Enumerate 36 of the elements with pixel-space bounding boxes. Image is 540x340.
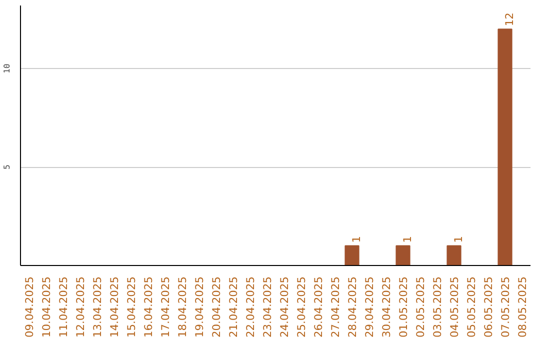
x-tick-label: 20.04.2025 — [210, 276, 223, 338]
x-tick-label: 11.04.2025 — [57, 276, 70, 338]
x-tick-label: 29.04.2025 — [363, 276, 376, 338]
data-label: 12 — [503, 12, 516, 26]
x-tick-label: 01.05.2025 — [397, 276, 410, 338]
x-tick-label: 10.04.2025 — [40, 276, 53, 338]
x-tick-label: 21.04.2025 — [227, 276, 240, 338]
x-tick-label: 17.04.2025 — [159, 276, 172, 338]
x-tick-label: 22.04.2025 — [244, 276, 257, 338]
x-tick-label: 24.04.2025 — [278, 276, 291, 338]
x-tick-label: 15.04.2025 — [125, 276, 138, 338]
y-tick-label: 5 — [2, 164, 12, 170]
x-tick-label: 25.04.2025 — [295, 276, 308, 338]
data-label: 1 — [401, 236, 414, 243]
x-tick-label: 14.04.2025 — [108, 276, 121, 338]
data-label: 1 — [452, 236, 465, 243]
x-tick-label: 19.04.2025 — [193, 276, 206, 338]
x-tick-label: 23.04.2025 — [261, 276, 274, 338]
x-tick-label: 08.05.2025 — [516, 276, 529, 338]
x-tick-label: 30.04.2025 — [380, 276, 393, 338]
x-tick-label: 02.05.2025 — [414, 276, 427, 338]
x-tick-label: 16.04.2025 — [142, 276, 155, 338]
x-tick-label: 05.05.2025 — [465, 276, 478, 338]
x-tick-label: 27.04.2025 — [329, 276, 342, 338]
x-tick-label: 18.04.2025 — [176, 276, 189, 338]
x-tick-label: 04.05.2025 — [448, 276, 461, 338]
y-tick-label: 10 — [2, 64, 12, 74]
x-tick-label: 09.04.2025 — [23, 276, 36, 338]
x-tick-label: 06.05.2025 — [482, 276, 495, 338]
x-tick-label: 28.04.2025 — [346, 276, 359, 338]
x-tick-label: 13.04.2025 — [91, 276, 104, 338]
x-tick-label: 12.04.2025 — [74, 276, 87, 338]
x-tick-label: 07.05.2025 — [499, 276, 512, 338]
x-tick-label: 26.04.2025 — [312, 276, 325, 338]
data-label: 1 — [350, 236, 363, 243]
x-tick-label: 03.05.2025 — [431, 276, 444, 338]
